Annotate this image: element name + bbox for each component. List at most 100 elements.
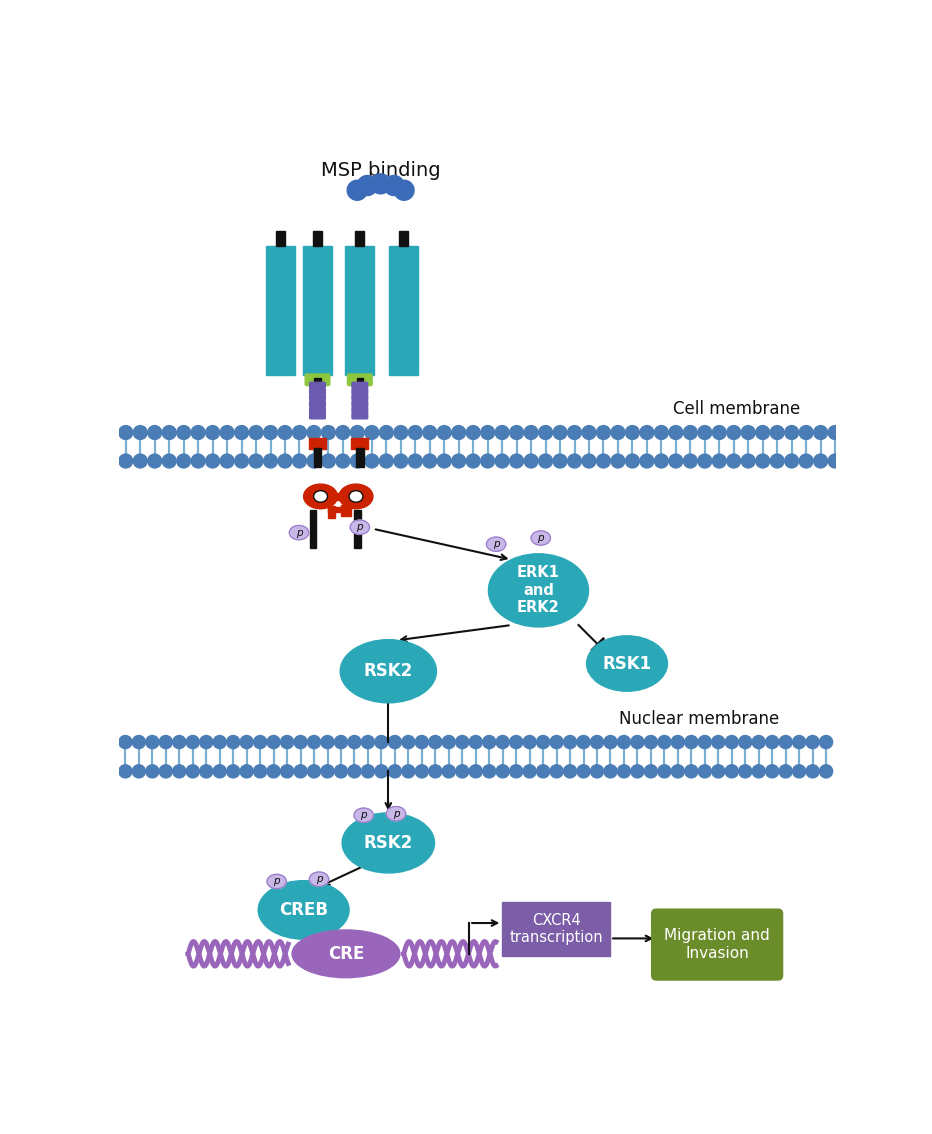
Circle shape [293,454,307,468]
Circle shape [133,425,147,440]
Circle shape [582,454,596,468]
Ellipse shape [487,538,506,551]
Circle shape [640,454,654,468]
Ellipse shape [304,484,337,509]
Circle shape [133,454,147,468]
Circle shape [756,454,770,468]
Circle shape [278,454,292,468]
Text: MSP binding: MSP binding [321,161,441,179]
Circle shape [371,174,391,194]
FancyBboxPatch shape [352,400,368,406]
Circle shape [375,764,388,778]
Circle shape [550,736,563,748]
Circle shape [365,454,378,468]
Circle shape [806,764,819,778]
FancyBboxPatch shape [651,909,783,980]
Circle shape [669,454,683,468]
Circle shape [739,736,752,748]
Circle shape [206,425,220,440]
Circle shape [357,176,377,195]
Circle shape [539,454,553,468]
Circle shape [442,736,456,748]
Circle shape [294,736,308,748]
Circle shape [249,425,263,440]
Text: p: p [538,533,544,543]
Text: p: p [273,877,280,887]
Circle shape [267,736,281,748]
Circle shape [408,425,422,440]
Circle shape [669,425,683,440]
Circle shape [402,764,415,778]
Circle shape [264,425,278,440]
Circle shape [206,454,220,468]
Text: p: p [316,874,322,885]
Text: RSK2: RSK2 [363,833,413,852]
Circle shape [145,736,158,748]
Circle shape [402,736,415,748]
Text: p: p [295,527,302,538]
Ellipse shape [531,531,551,545]
Circle shape [483,736,496,748]
Circle shape [537,736,550,748]
FancyBboxPatch shape [309,382,325,388]
Circle shape [240,736,254,748]
Text: Cell membrane: Cell membrane [673,400,801,418]
FancyBboxPatch shape [309,395,325,400]
Circle shape [727,454,741,468]
Circle shape [539,425,553,440]
FancyBboxPatch shape [309,389,325,395]
Circle shape [321,764,334,778]
Circle shape [644,764,657,778]
Circle shape [779,764,792,778]
Ellipse shape [314,491,327,502]
Circle shape [611,425,624,440]
Circle shape [466,425,480,440]
Circle shape [308,764,321,778]
Bar [327,506,336,518]
Circle shape [379,425,393,440]
Circle shape [591,764,604,778]
Circle shape [800,425,813,440]
Circle shape [765,764,779,778]
Circle shape [119,736,132,748]
Circle shape [495,454,509,468]
Circle shape [654,454,668,468]
FancyBboxPatch shape [348,374,372,386]
Circle shape [293,425,307,440]
Circle shape [481,425,495,440]
Circle shape [335,736,348,748]
Ellipse shape [340,640,436,703]
Circle shape [226,764,240,778]
Circle shape [712,764,725,778]
Circle shape [389,764,402,778]
Circle shape [765,736,779,748]
Circle shape [523,736,536,748]
Circle shape [510,764,523,778]
Circle shape [752,736,765,748]
Circle shape [254,736,267,748]
Circle shape [437,425,451,440]
Bar [303,246,332,374]
Circle shape [199,764,212,778]
Bar [309,509,316,548]
Circle shape [806,736,819,748]
Ellipse shape [342,813,434,873]
Circle shape [375,736,388,748]
Circle shape [429,764,442,778]
Ellipse shape [289,525,308,540]
Circle shape [264,454,278,468]
Circle shape [625,454,639,468]
Circle shape [496,736,509,748]
Circle shape [770,425,784,440]
Bar [345,246,375,374]
Circle shape [739,764,752,778]
Circle shape [685,764,698,778]
Text: RSK1: RSK1 [602,654,651,672]
FancyBboxPatch shape [309,407,325,413]
Circle shape [437,454,451,468]
Circle shape [191,425,205,440]
Circle shape [496,764,509,778]
Bar [389,246,418,374]
Circle shape [524,454,538,468]
FancyBboxPatch shape [352,395,368,400]
